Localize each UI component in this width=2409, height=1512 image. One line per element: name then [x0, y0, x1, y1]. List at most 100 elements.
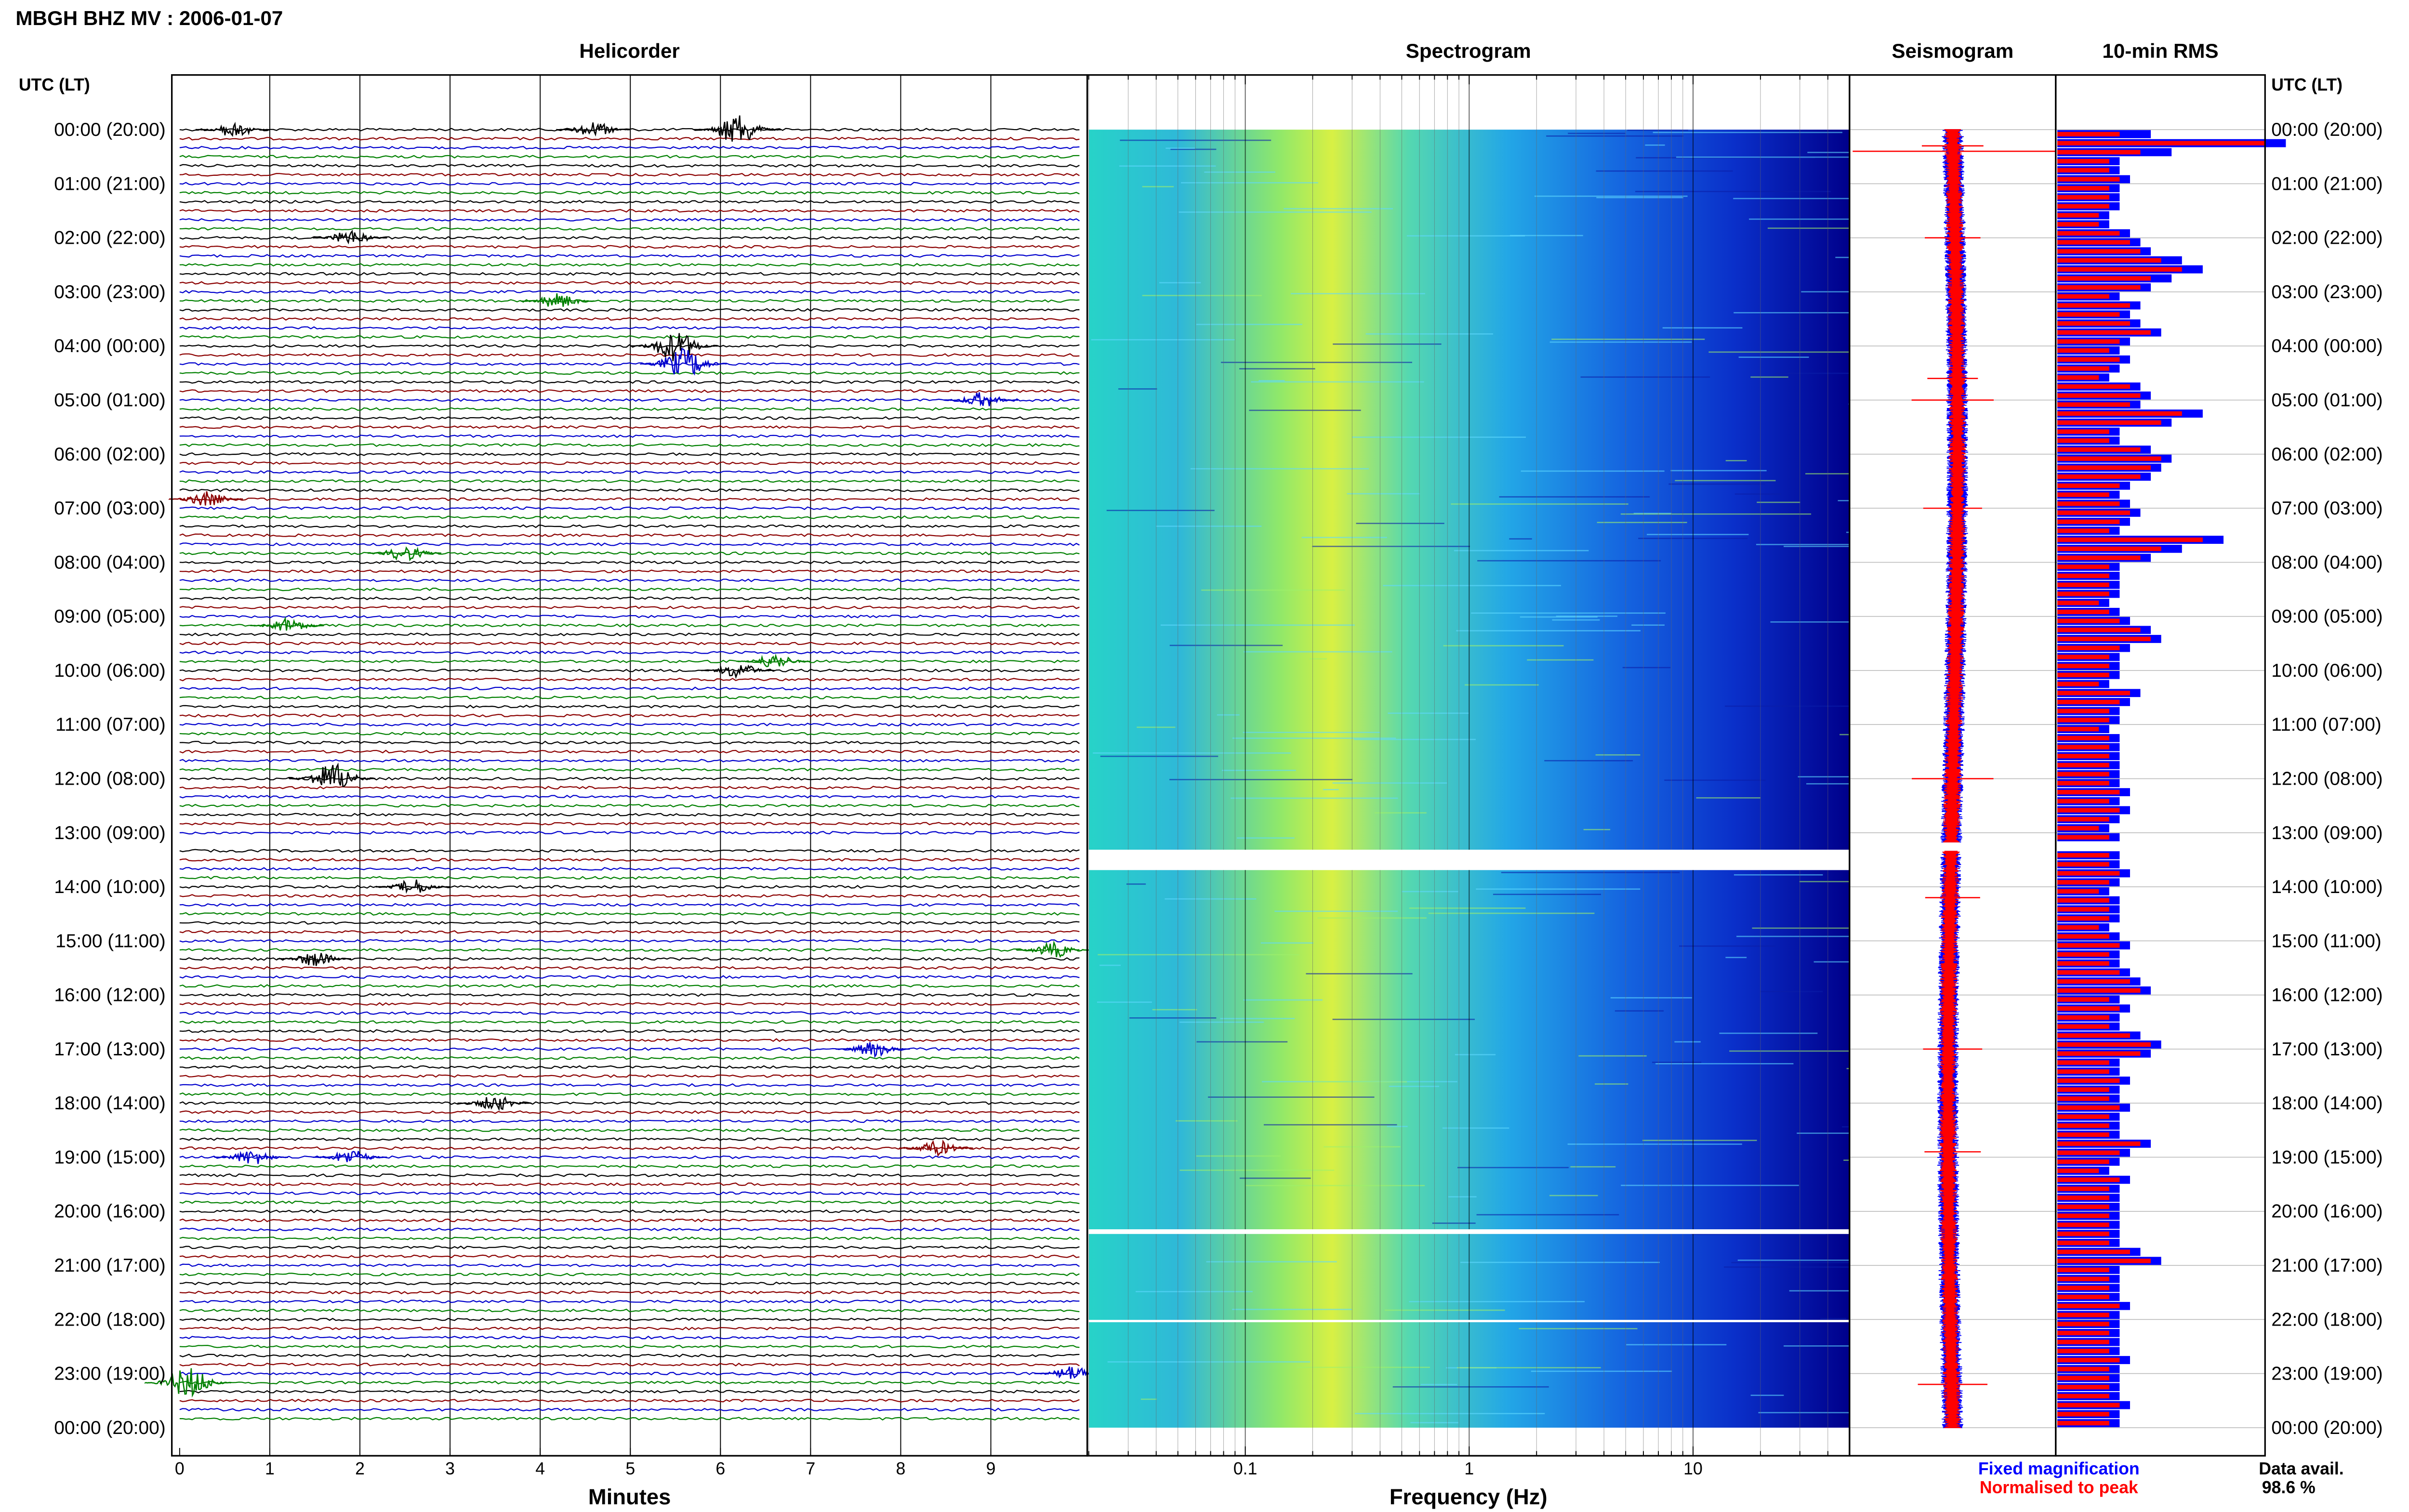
helicorder-event: [736, 653, 811, 668]
helicorder-trace: [179, 1272, 1080, 1276]
data-avail-value: 98.6 %: [2262, 1478, 2316, 1497]
row-label-left: 02:00 (22:00): [54, 228, 165, 249]
rms-bar-normalised: [2057, 492, 2109, 497]
rms-bar-normalised: [2057, 1321, 2109, 1327]
helicorder-tick-label: 7: [806, 1459, 815, 1478]
spectrogram-streak: [1454, 550, 1589, 552]
spectrogram-streak: [1249, 409, 1361, 411]
spectrogram-streak: [1354, 738, 1476, 740]
spectrogram-streak: [1736, 935, 1850, 937]
rms-bar-normalised: [2057, 1159, 2109, 1164]
spectrogram-streak: [1332, 1018, 1475, 1020]
spectrogram-streak: [1126, 883, 1146, 885]
rms-bar-normalised: [2057, 1330, 2109, 1336]
spectrogram-streak: [1813, 961, 1850, 963]
helicorder-event: [520, 293, 595, 307]
spectrogram-streak: [1596, 170, 1733, 172]
helicorder-trace: [179, 1209, 1080, 1213]
spectrogram-streak: [1633, 513, 1672, 514]
spectrogram-streak: [1324, 1146, 1401, 1148]
rms-bar-normalised: [2057, 519, 2120, 524]
row-label-left: 10:00 (06:00): [54, 660, 165, 681]
row-labels-right: 00:00 (20:00) 01:00 (21:00) 02:00 (22:00) 0…: [2271, 119, 2383, 1438]
spectrogram-streak: [1610, 997, 1692, 999]
rms-bar-normalised: [2057, 772, 2109, 776]
row-label-right: 06:00 (02:00): [2271, 444, 2383, 465]
spectrogram-streak: [1420, 1384, 1457, 1385]
row-label-right: 22:00 (18:00): [2271, 1309, 2383, 1330]
spectrogram-streak: [1674, 1041, 1701, 1043]
rms-bar-normalised: [2057, 195, 2109, 200]
spectrogram-streak: [1312, 546, 1470, 547]
rms-bar-normalised: [2057, 267, 2182, 272]
spectrogram-gap-2: [1088, 1229, 1850, 1234]
rms-bar-normalised: [2057, 718, 2109, 723]
rms-bar-normalised: [2057, 1060, 2109, 1065]
spectrogram-streak: [1662, 327, 1743, 329]
spectrogram-streak: [1783, 1345, 1850, 1347]
spectrogram-streak: [1387, 1126, 1408, 1127]
spectrogram-streak: [1460, 1262, 1660, 1263]
rms-bar-normalised: [2057, 240, 2130, 245]
spectrogram-streak: [1750, 1394, 1784, 1396]
rms-bar-normalised: [2057, 285, 2141, 290]
helicorder-trace: [179, 921, 1080, 925]
spectrogram-streak: [1448, 1196, 1477, 1197]
spectrogram-streak: [1323, 789, 1339, 790]
spectrogram-streak: [1521, 470, 1665, 472]
helicorder-trace: [179, 199, 1080, 204]
rms-bar-normalised: [2057, 1276, 2109, 1281]
spectrogram-streak: [1333, 343, 1442, 345]
helicorder-trace: [179, 1236, 1080, 1240]
spectrogram-streak: [1549, 341, 1692, 343]
rms-bar-normalised: [2057, 952, 2109, 957]
spectrogram-streak: [1798, 776, 1850, 777]
helicorder-trace: [179, 696, 1080, 700]
helicorder-trace: [179, 1056, 1080, 1060]
helicorder-trace: [179, 452, 1080, 456]
spectrogram-streak: [1201, 589, 1345, 591]
helicorder-trace: [179, 1254, 1080, 1259]
spectrogram-xlabel: Frequency (Hz): [1390, 1485, 1548, 1509]
spectrogram-streak: [1696, 797, 1761, 799]
helicorder-trace: [179, 1038, 1080, 1042]
row-label-left: 19:00 (15:00): [54, 1147, 165, 1168]
helicorder-trace: [179, 1371, 1080, 1376]
row-label-left: 00:00 (20:00): [54, 119, 165, 140]
spectrogram-streak: [1531, 1370, 1672, 1372]
helicorder-trace: [179, 1407, 1080, 1412]
spectrogram-streak: [1297, 1367, 1430, 1368]
rms-bar-normalised: [2057, 1240, 2109, 1245]
helicorder-trace: [179, 1074, 1080, 1078]
spectrogram-streak: [1196, 1041, 1288, 1043]
spectrogram-streak: [1799, 881, 1850, 882]
row-label-right: 23:00 (19:00): [2271, 1364, 2383, 1384]
spectrogram-streak: [1820, 1318, 1847, 1319]
spectrogram-gap-3: [1088, 1320, 1850, 1323]
spectrogram-streak: [1725, 705, 1850, 707]
row-label-left: 04:00 (00:00): [54, 336, 165, 356]
rms-bar-normalised: [2057, 1286, 2109, 1290]
helicorder-trace: [179, 191, 1080, 195]
helicorder-trace: [179, 560, 1080, 565]
helicorder-trace: [179, 849, 1080, 853]
rms-bar-normalised: [2057, 1412, 2109, 1417]
helicorder-trace: [179, 317, 1080, 321]
rms-bar-normalised: [2057, 871, 2120, 876]
rms-bar-normalised: [2057, 817, 2109, 822]
spectrogram-streak: [1597, 522, 1687, 524]
spectrogram-streak: [1240, 1177, 1311, 1179]
spectrogram-streak: [1169, 644, 1283, 646]
row-label-left: 14:00 (10:00): [54, 877, 165, 897]
spectrogram-streak: [1807, 152, 1850, 153]
rms-bar-normalised: [2057, 1105, 2120, 1110]
helicorder-trace: [179, 740, 1080, 745]
helicorder-trace: [179, 416, 1080, 420]
helicorder-trace: [179, 1227, 1080, 1232]
rms-bar-normalised: [2057, 1376, 2109, 1381]
spectrogram-streak: [1527, 659, 1594, 661]
rms-bar-normalised: [2057, 754, 2109, 759]
rms-bar-normalised: [2057, 961, 2109, 966]
helicorder-trace: [179, 145, 1080, 150]
rms-bar-normalised: [2057, 1015, 2109, 1020]
